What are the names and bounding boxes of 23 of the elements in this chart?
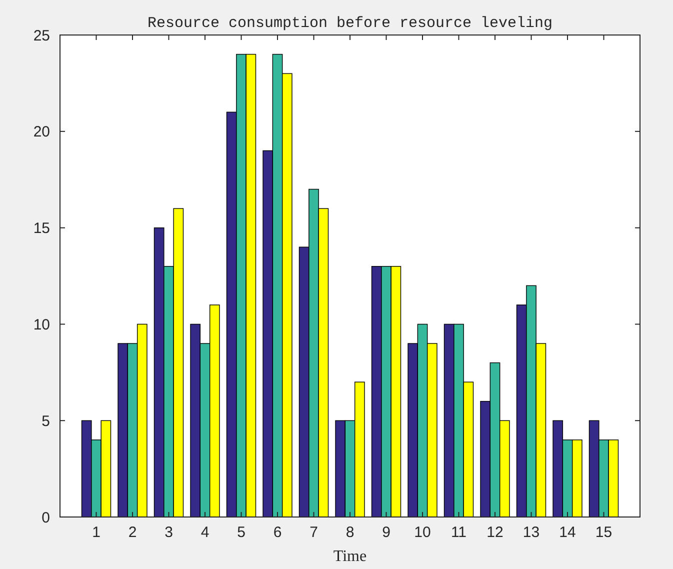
x-tick-label: 2	[128, 524, 137, 541]
x-tick-label: 9	[382, 524, 390, 541]
y-tick-label: 5	[42, 412, 50, 430]
y-tick-label: 20	[33, 124, 50, 141]
x-tick-label: 13	[522, 524, 540, 541]
x-tick-label: 8	[346, 524, 354, 541]
x-tick-label: 6	[273, 524, 282, 541]
chart-title: Resource consumption before resource leveling	[147, 15, 553, 32]
x-tick-label: 14	[559, 524, 576, 541]
y-tick-label: 10	[33, 316, 50, 334]
x-tick-label: 7	[310, 524, 318, 541]
x-tick-label: 10	[414, 524, 431, 541]
x-tick-label: 11	[450, 524, 467, 541]
x-tick-label: 12	[486, 524, 504, 541]
x-tick-label: 1	[92, 524, 100, 541]
x-tick-label: 5	[237, 524, 246, 541]
y-tick-label: 15	[33, 220, 50, 238]
x-tick-label: 3	[164, 524, 173, 541]
y-tick-label: 25	[33, 27, 50, 44]
x-tick-label: 4	[200, 524, 210, 541]
y-tick-label: 0	[42, 509, 50, 526]
x-axis-title: Time	[333, 548, 367, 565]
x-tick-label: 15	[595, 524, 612, 541]
